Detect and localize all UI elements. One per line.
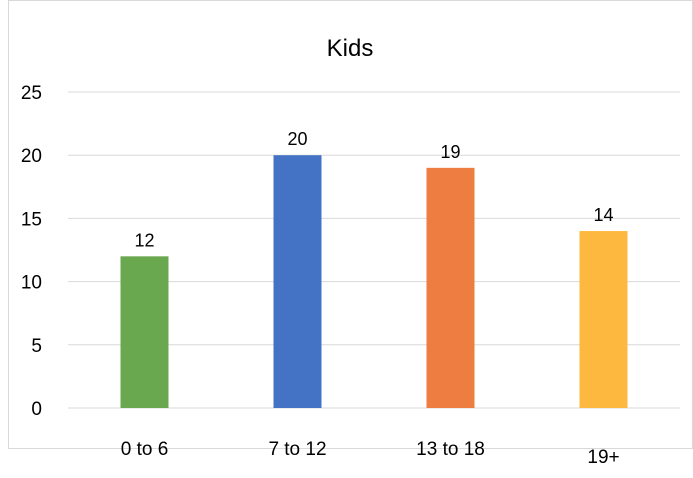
x-tick-label: 7 to 12	[268, 439, 326, 460]
y-tick-label: 20	[21, 146, 42, 167]
bar	[579, 231, 628, 408]
y-tick-label: 15	[21, 209, 42, 230]
bar	[273, 155, 322, 408]
y-tick-label: 10	[21, 273, 42, 294]
data-label: 20	[287, 129, 307, 149]
data-label: 12	[134, 230, 154, 250]
chart-title: Kids	[327, 35, 374, 62]
x-tick-label: 13 to 18	[416, 439, 485, 460]
x-axis-ticks: 0 to 6 7 to 12 13 to 18 19+	[121, 439, 620, 468]
data-label: 14	[593, 205, 613, 225]
data-labels: 12 20 19 14	[134, 129, 613, 250]
gridlines	[68, 91, 680, 409]
bar	[120, 256, 169, 408]
y-tick-label: 25	[21, 83, 42, 104]
x-tick-label: 0 to 6	[121, 439, 169, 460]
bar	[426, 167, 475, 408]
bars	[120, 155, 628, 408]
x-tick-label: 19+	[587, 447, 619, 468]
y-tick-label: 5	[31, 336, 42, 357]
y-axis-ticks: 0 5 10 15 20 25	[21, 83, 42, 420]
y-tick-label: 0	[31, 399, 42, 420]
data-label: 19	[440, 142, 460, 162]
